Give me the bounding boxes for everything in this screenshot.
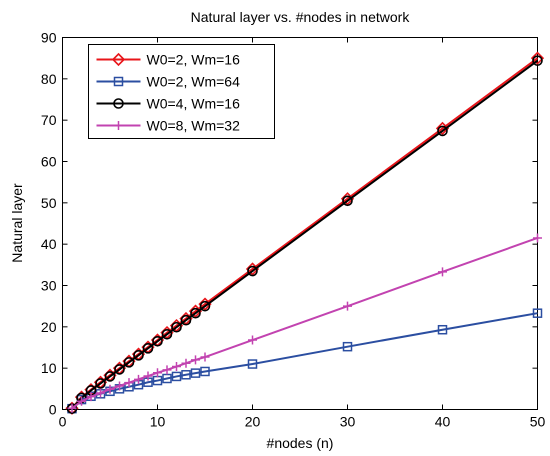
x-tick-label: 40 (435, 414, 451, 430)
data-point (247, 265, 258, 277)
x-tick-label: 50 (530, 414, 546, 430)
data-point (77, 396, 86, 406)
data-point (530, 51, 545, 65)
legend-label: W0=4, Wm=16 (147, 96, 241, 112)
data-point (191, 355, 200, 365)
y-tick-label: 10 (41, 360, 57, 376)
data-point (142, 343, 154, 354)
data-point (180, 314, 192, 326)
legend-entry: W0=2, Wm=16 (96, 52, 241, 68)
data-point (200, 366, 210, 377)
x-axis-label: #nodes (n) (267, 435, 334, 451)
data-point (162, 373, 172, 384)
series-layer (65, 51, 545, 415)
data-point (342, 341, 353, 352)
x-tick-label: 10 (150, 414, 166, 430)
data-point (247, 359, 258, 369)
series-3 (66, 55, 543, 414)
data-point (171, 321, 182, 333)
y-tick-label: 0 (49, 402, 57, 418)
data-point (153, 368, 162, 378)
data-point (162, 365, 172, 375)
legend: W0=2, Wm=16 W0=2, Wm=64 W0=4, Wm=16 W0=8, W… (88, 44, 275, 139)
data-point (143, 371, 153, 381)
x-tick-label: 0 (59, 414, 67, 430)
legend-label: W0=2, Wm=64 (147, 74, 241, 90)
data-point (171, 371, 182, 382)
data-point (532, 55, 543, 66)
data-point (200, 352, 210, 362)
series-line (71, 59, 539, 410)
legend-entry: W0=2, Wm=64 (96, 74, 241, 90)
legend-entry: W0=4, Wm=16 (96, 96, 241, 112)
data-point (437, 125, 448, 137)
data-point (105, 384, 115, 394)
y-tick-label: 50 (41, 195, 57, 211)
data-point (190, 368, 201, 378)
data-point (532, 308, 543, 318)
data-point (343, 301, 352, 311)
legend-marker (113, 76, 124, 87)
data-point (86, 392, 96, 402)
y-tick-label: 70 (41, 112, 57, 128)
data-point (133, 350, 144, 361)
y-tick-label: 80 (41, 71, 57, 87)
data-point (67, 403, 77, 413)
axis-ticks: 0 10 20 30 40 50 0 10 20 30 40 50 60 70 80 90 (41, 30, 546, 430)
data-point (134, 374, 143, 384)
legend-label: W0=2, Wm=16 (147, 52, 241, 68)
data-point (342, 195, 353, 207)
data-point (115, 381, 124, 391)
data-point (114, 364, 125, 375)
legend-entry: W0=8, Wm=32 (96, 118, 241, 134)
data-point (190, 307, 201, 319)
legend-marker (114, 121, 123, 130)
data-point (199, 300, 211, 312)
data-point (123, 357, 135, 368)
x-tick-label: 30 (340, 414, 356, 430)
data-point (172, 362, 181, 372)
data-point (181, 370, 191, 380)
data-point (124, 378, 134, 388)
data-point (533, 233, 542, 243)
data-point (181, 358, 191, 368)
data-point (437, 324, 448, 335)
legend-label: W0=8, Wm=32 (147, 118, 241, 134)
legend-marker (111, 52, 126, 67)
data-point (104, 371, 116, 382)
data-point (95, 378, 106, 389)
y-tick-label: 60 (41, 154, 57, 170)
y-axis-label: Natural layer (9, 183, 25, 263)
data-point (152, 335, 163, 347)
series-4 (67, 233, 542, 413)
data-point (96, 388, 105, 398)
legend-marker (113, 98, 124, 109)
y-tick-label: 20 (41, 319, 57, 335)
x-tick-label: 20 (245, 414, 261, 430)
data-point (161, 328, 173, 340)
chart-title: Natural layer vs. #nodes in network (191, 9, 411, 25)
data-point (248, 335, 257, 345)
data-point (438, 267, 447, 277)
y-tick-label: 30 (41, 278, 57, 294)
y-tick-label: 90 (41, 30, 57, 46)
data-point (435, 121, 450, 136)
y-tick-label: 40 (41, 236, 57, 252)
